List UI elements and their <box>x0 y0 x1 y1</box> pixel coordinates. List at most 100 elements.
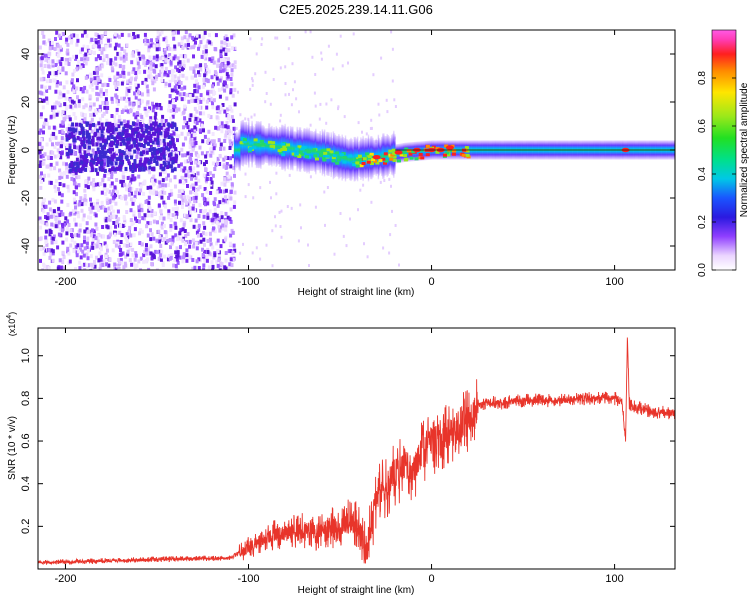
heatmap-cell <box>39 174 42 179</box>
heatmap-cell <box>214 125 218 130</box>
heatmap-cell <box>215 241 218 246</box>
heatmap-cell <box>228 241 232 246</box>
heatmap-cell <box>168 144 172 149</box>
heatmap-cell <box>359 188 362 192</box>
heatmap-cell <box>111 166 115 171</box>
heatmap-cell <box>177 189 181 194</box>
heatmap-cell <box>97 39 101 44</box>
heatmap-cell <box>143 180 147 185</box>
heatmap-cell <box>385 98 388 102</box>
heatmap-cell <box>125 128 129 133</box>
heatmap-cell <box>307 243 309 247</box>
heatmap-cell <box>39 225 43 230</box>
heatmap-cell <box>42 246 46 251</box>
heatmap-cell <box>120 96 123 101</box>
heatmap-cell <box>168 192 172 197</box>
heatmap-cell <box>206 172 210 176</box>
heatmap-cell <box>220 58 223 63</box>
heatmap-cell <box>224 124 228 129</box>
heatmap-cell <box>320 149 325 153</box>
heatmap-cell <box>55 141 58 146</box>
heatmap-cell <box>149 123 153 128</box>
heatmap-cell <box>218 154 222 158</box>
heatmap-cell <box>96 171 100 176</box>
heatmap-cell <box>169 140 173 145</box>
heatmap-cell <box>158 253 162 258</box>
heatmap-cell <box>308 264 310 267</box>
heatmap-cell <box>379 180 382 184</box>
heatmap-cell <box>155 150 159 155</box>
heatmap-cell <box>139 151 143 156</box>
heatmap-cell <box>125 184 129 189</box>
heatmap-cell <box>230 82 234 87</box>
heatmap-cell <box>231 93 235 98</box>
heatmap-cell <box>102 175 105 180</box>
heatmap-cell <box>103 183 107 188</box>
heatmap-cell <box>228 105 232 109</box>
heatmap-cell <box>207 137 210 142</box>
heatmap-band-column <box>337 135 339 178</box>
heatmap-cell <box>87 215 90 220</box>
heatmap-cell <box>76 135 80 140</box>
heatmap-cell <box>179 81 183 85</box>
heatmap-cell <box>96 108 99 113</box>
heatmap-cell <box>197 257 201 262</box>
heatmap-cell <box>157 155 161 160</box>
heatmap-cell <box>130 177 134 182</box>
heatmap-cell <box>156 30 160 35</box>
heatmap-cell <box>100 129 104 134</box>
heatmap-cell <box>198 203 202 208</box>
heatmap-cell <box>110 154 114 159</box>
heatmap-cell <box>115 268 119 270</box>
heatmap-band-column <box>288 130 291 166</box>
heatmap-cell <box>193 89 197 94</box>
heatmap-cell <box>84 113 87 118</box>
heatmap-cell <box>311 55 314 59</box>
heatmap-cell <box>72 84 76 89</box>
heatmap-cell <box>231 63 235 68</box>
heatmap-cell <box>92 202 96 207</box>
heatmap-cell <box>180 43 184 48</box>
heatmap-cell <box>227 114 231 118</box>
snr-x-tick-label: 100 <box>605 573 623 585</box>
heatmap-cell <box>124 235 128 240</box>
heatmap-cell <box>47 125 51 130</box>
heatmap-cell <box>119 133 123 138</box>
heatmap-cell <box>391 47 394 51</box>
heatmap-cell <box>96 147 100 152</box>
heatmap-cell <box>137 90 140 95</box>
snr-y-exponent-close: ) <box>7 312 17 315</box>
heatmap-cell <box>203 225 207 230</box>
heatmap-cell <box>160 148 164 153</box>
heatmap-cell <box>305 155 309 159</box>
heatmap-cell <box>45 89 49 93</box>
heatmap-cell <box>73 145 77 150</box>
heatmap-band-column <box>340 137 342 177</box>
heatmap-cell <box>82 198 86 203</box>
heatmap-cell <box>158 193 162 198</box>
heatmap-band-column <box>237 133 239 167</box>
heatmap-cell <box>147 160 151 165</box>
heatmap-cell <box>110 171 114 176</box>
heatmap-band-column <box>255 121 258 169</box>
heatmap-cell <box>73 138 77 143</box>
heatmap-cell <box>131 35 135 40</box>
heatmap-cell <box>229 156 232 161</box>
heatmap-cell <box>106 201 110 205</box>
snr-y-axis: 0.20.40.60.81.0 <box>20 348 675 534</box>
heatmap-cell <box>227 249 231 254</box>
heatmap-cell <box>393 98 396 102</box>
heatmap-cell <box>79 119 83 124</box>
heatmap-cell <box>172 131 176 136</box>
heatmap-cell <box>185 200 189 205</box>
heatmap-cell <box>93 260 96 264</box>
heatmap-cell <box>391 79 394 83</box>
heatmap-cell <box>355 154 360 158</box>
heatmap-cell <box>66 130 70 135</box>
heatmap-cell <box>223 265 227 270</box>
heatmap-cell <box>42 121 46 126</box>
heatmap-cell <box>147 44 151 49</box>
heatmap-cell <box>83 130 87 135</box>
heatmap-cell <box>54 135 58 140</box>
heatmap-cell <box>149 237 153 242</box>
